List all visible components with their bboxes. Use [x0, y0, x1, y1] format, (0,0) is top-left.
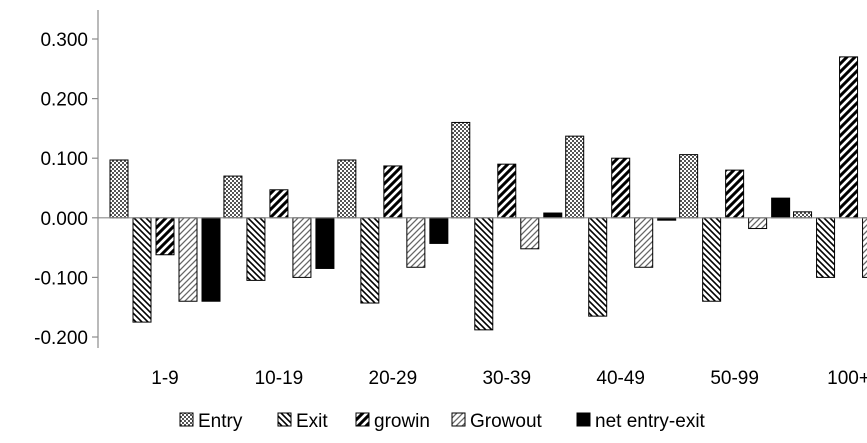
y-tick-label: 0.000	[40, 209, 88, 230]
y-tick-label: 0.100	[40, 149, 88, 170]
bar-growout-40-49	[634, 217, 654, 268]
bar-growout-50-99	[748, 217, 768, 230]
bar-entry-50-99	[679, 154, 699, 219]
x-tick-label: 30-39	[482, 368, 531, 389]
legend-swatch-net-entry-exit	[576, 412, 591, 427]
bar-growin-50-99	[725, 169, 745, 219]
bar-entry-20-29	[337, 159, 357, 219]
bar-net-entry-exit-1-9	[201, 217, 221, 302]
bar-growout-20-29	[406, 217, 426, 268]
bar-growin-1-9	[155, 217, 175, 256]
bar-exit-10-19	[246, 217, 266, 281]
bars	[109, 56, 867, 331]
bar-entry-30-39	[451, 121, 471, 219]
legend-swatch-exit	[277, 412, 292, 427]
legend-label: Entry	[198, 411, 243, 432]
bar-exit-100+	[816, 217, 836, 278]
x-axis: 1-9 10-19 20-29 30-39 40-49 50-99 100+	[98, 217, 867, 389]
bar-growin-30-39	[497, 163, 517, 219]
legend-label: Exit	[296, 411, 328, 432]
x-tick-label: 40-49	[596, 368, 645, 389]
bar-entry-40-49	[565, 135, 585, 219]
bar-growout-10-19	[292, 217, 312, 278]
legend-swatch-entry	[179, 412, 194, 427]
bar-entry-100+	[793, 211, 813, 219]
legend-swatch-growout	[451, 412, 466, 427]
x-tick-label: 50-99	[710, 368, 759, 389]
bar-growin-20-29	[383, 165, 403, 219]
x-tick-label: 1-9	[151, 368, 178, 389]
y-tick-label: -0.200	[34, 328, 88, 349]
bar-exit-20-29	[360, 217, 380, 304]
bar-exit-50-99	[702, 217, 722, 302]
x-tick-label: 100+	[827, 368, 867, 389]
y-tick-label: -0.100	[34, 268, 88, 289]
bar-net-entry-exit-30-39	[543, 212, 563, 219]
y-tick-label: 0.200	[40, 90, 88, 111]
bar-net-entry-exit-10-19	[315, 217, 335, 269]
bar-growout-1-9	[178, 217, 198, 302]
bar-growout-30-39	[520, 217, 540, 250]
legend-label: growin	[374, 411, 430, 432]
bar-exit-30-39	[474, 217, 494, 331]
legend-label: net entry-exit	[595, 411, 706, 432]
bar-net-entry-exit-20-29	[429, 217, 449, 244]
bar-growin-100+	[839, 56, 859, 219]
bar-entry-10-19	[223, 175, 243, 219]
bar-growin-40-49	[611, 157, 631, 219]
bar-entry-1-9	[109, 159, 129, 219]
bar-exit-1-9	[132, 217, 152, 323]
legend-swatch-growin	[355, 412, 370, 427]
bar-growin-10-19	[269, 189, 289, 219]
y-tick-label: 0.300	[40, 30, 88, 51]
bar-exit-40-49	[588, 217, 608, 317]
legend: Entry Exit growin Growout net entry-exit	[179, 411, 706, 432]
x-tick-label: 20-29	[369, 368, 418, 389]
y-axis: -0.200 -0.100 0.000 0.100 0.200 0.300	[34, 10, 99, 349]
legend-label: Growout	[470, 411, 543, 432]
bar-net-entry-exit-50-99	[771, 197, 791, 219]
x-tick-label: 10-19	[255, 368, 304, 389]
bar-growout-100+	[862, 217, 867, 278]
